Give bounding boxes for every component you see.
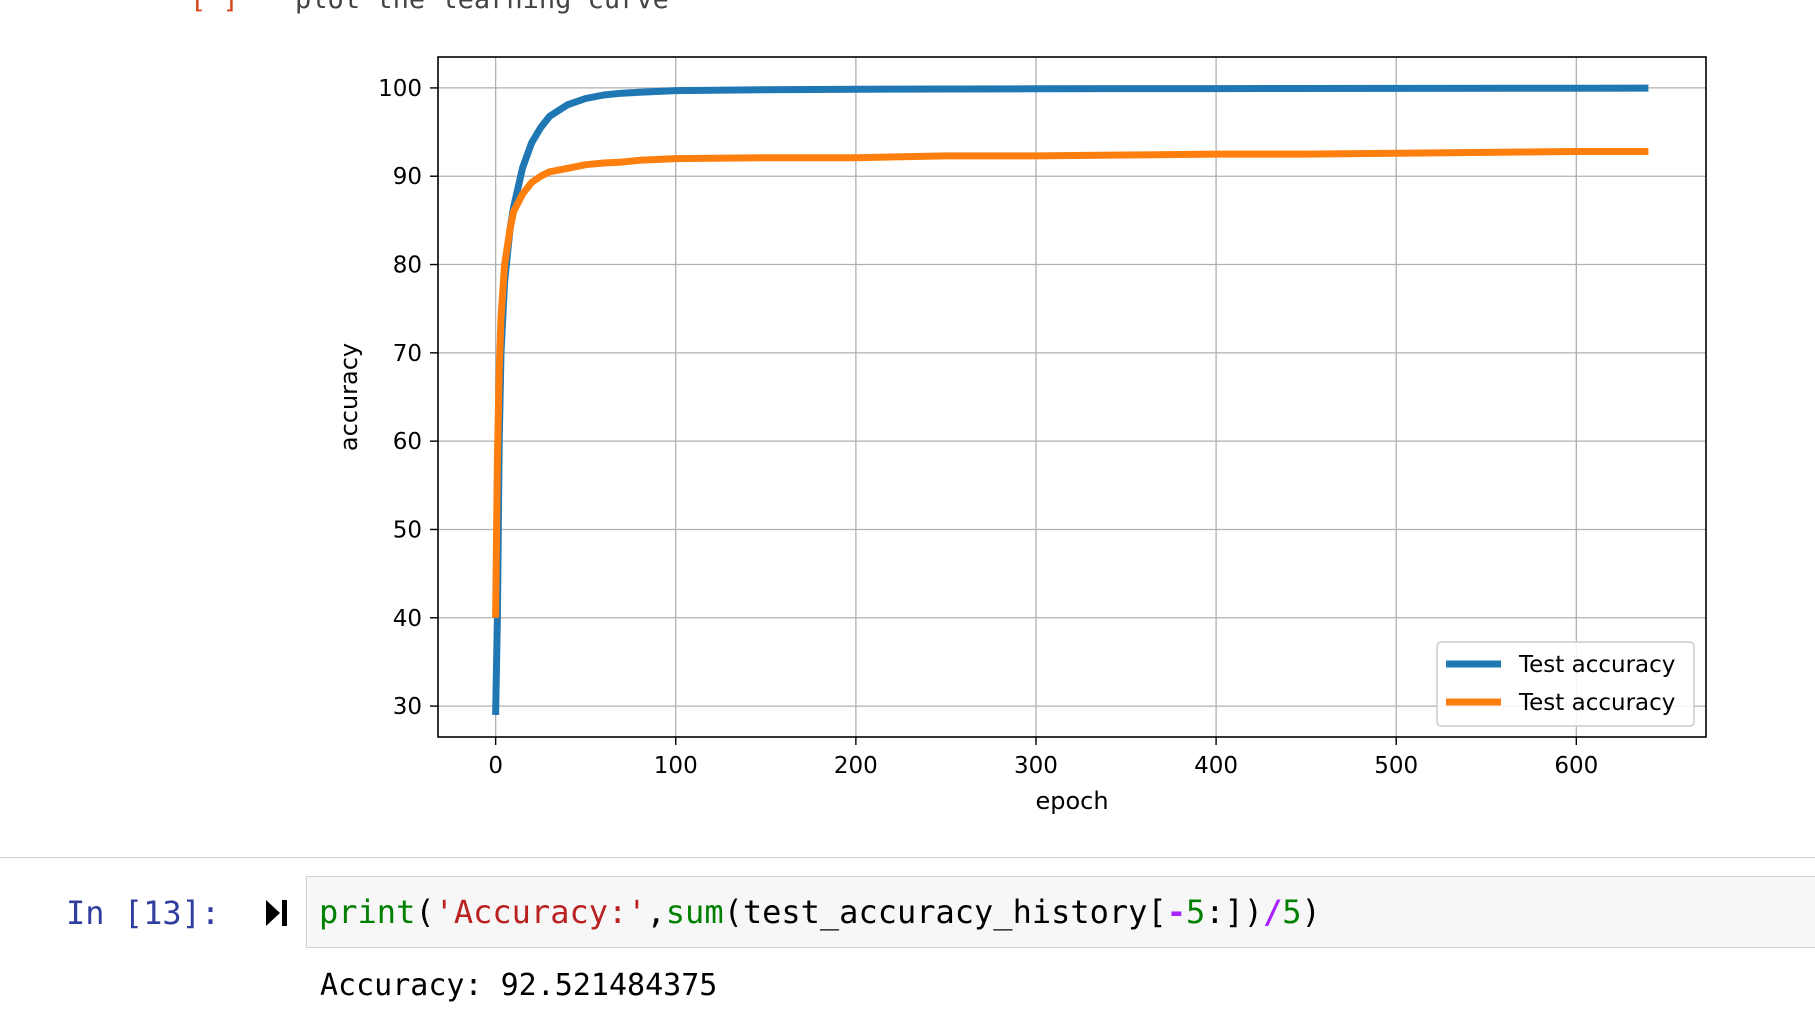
code-token-comma: , — [646, 893, 666, 931]
plot-area — [438, 57, 1706, 737]
legend-label-2: Test accuracy — [1518, 690, 1675, 716]
run-cell-icon[interactable] — [264, 892, 296, 934]
code-editor[interactable]: print('Accuracy:',sum(test_accuracy_hist… — [306, 876, 1815, 948]
series-line-2 — [492, 148, 1649, 618]
code-token-sum: sum — [665, 893, 724, 931]
cell-prompt: In [13]: — [66, 894, 221, 932]
code-token-paren-close: ) — [1301, 893, 1321, 931]
x-tick-label: 500 — [1374, 753, 1418, 779]
y-tick-label: 100 — [378, 76, 422, 102]
plot-output: 0 100 200 300 400 500 600 30 40 50 60 70 80 90 100 epoc… — [335, 56, 1707, 815]
previous-cell-fragment: [ ] plot the learning curve — [190, 0, 669, 15]
y-tick-label: 80 — [393, 253, 422, 279]
code-line[interactable]: print('Accuracy:',sum(test_accuracy_hist… — [319, 893, 1321, 931]
y-tick-label: 40 — [393, 606, 422, 632]
code-token-paren-open: ( — [415, 893, 435, 931]
y-tick-label: 30 — [393, 694, 422, 720]
code-token-minus: - — [1166, 893, 1186, 931]
x-tick-label: 0 — [488, 753, 503, 779]
legend-box — [1436, 641, 1695, 727]
x-axis-label: epoch — [1035, 787, 1108, 815]
code-token-slice-end: :]) — [1205, 893, 1264, 931]
x-tick-label: 100 — [654, 753, 698, 779]
cell-output-text: Accuracy: 92.521484375 — [320, 968, 718, 1003]
code-token-divide: / — [1263, 893, 1283, 931]
x-tick-label: 200 — [834, 753, 878, 779]
y-tick-label: 50 — [393, 517, 422, 543]
code-token-number-b: 5 — [1282, 893, 1302, 931]
previous-cell-text: plot the learning curve — [295, 0, 669, 15]
y-tick-label: 60 — [393, 429, 422, 455]
code-token-string: 'Accuracy:' — [434, 893, 647, 931]
previous-cell-prompt: [ ] — [190, 0, 239, 15]
plot-frame — [437, 56, 1707, 738]
code-token-args: (test_accuracy_history[ — [723, 893, 1167, 931]
code-token-print: print — [319, 893, 416, 931]
y-tick-label: 90 — [393, 164, 422, 190]
x-tick-label: 300 — [1014, 753, 1058, 779]
code-cell[interactable]: In [13]: print('Accuracy:',sum(test_accu… — [0, 858, 1815, 1015]
y-axis-label: accuracy — [335, 343, 363, 451]
cell-divider — [0, 857, 1815, 858]
x-tick-label: 600 — [1554, 753, 1598, 779]
code-token-number-a: 5 — [1185, 893, 1206, 931]
x-tick-label: 400 — [1194, 753, 1238, 779]
legend-label-1: Test accuracy — [1518, 652, 1675, 678]
accuracy-chart: 0 100 200 300 400 500 600 30 40 50 60 70 80 90 100 epoc… — [335, 56, 1707, 815]
y-tick-label: 70 — [393, 341, 422, 367]
